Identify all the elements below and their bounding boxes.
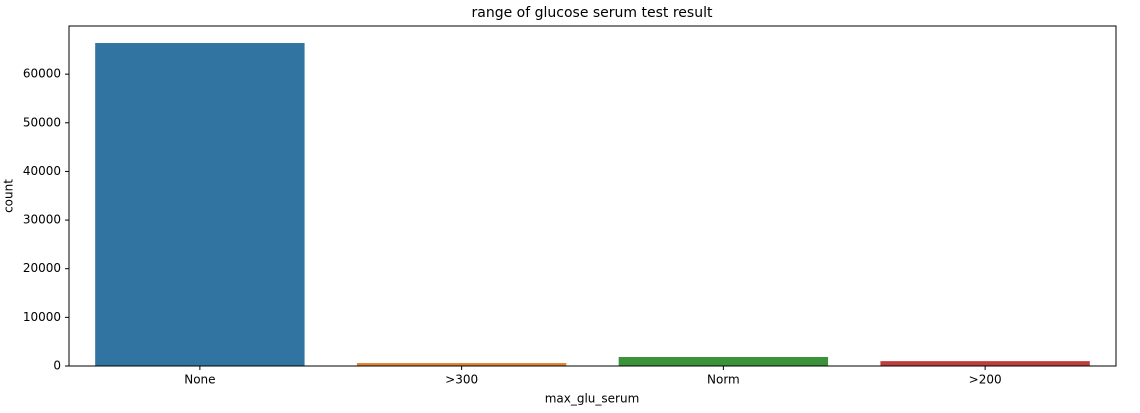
chart-title: range of glucose serum test result [472, 5, 713, 21]
y-tick-label: 60000 [23, 67, 61, 81]
y-axis-title: count [2, 179, 16, 213]
x-tick-label: None [184, 373, 215, 387]
x-tick-label: >200 [969, 373, 1002, 387]
x-axis-title: max_glu_serum [545, 392, 640, 406]
y-tick-label: 40000 [23, 164, 61, 178]
y-tick-label: 10000 [23, 310, 61, 324]
y-tick-label: 20000 [23, 261, 61, 275]
x-tick-label: Norm [707, 373, 740, 387]
bar [356, 363, 567, 366]
bar [618, 357, 829, 366]
plot-frame [68, 25, 1117, 367]
bar [95, 43, 305, 366]
y-tick-label: 0 [53, 359, 61, 373]
x-tick-label: >300 [445, 373, 478, 387]
y-tick-label: 30000 [23, 213, 61, 227]
bar [880, 361, 1090, 366]
y-tick-label: 50000 [23, 115, 61, 129]
